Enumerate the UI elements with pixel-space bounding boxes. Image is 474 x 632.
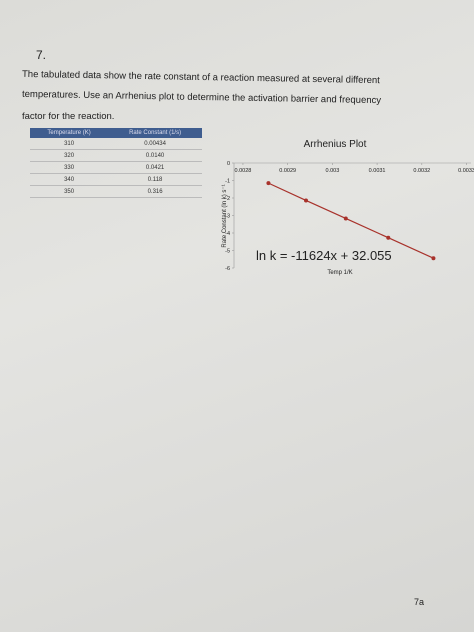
y-axis-label: Rate Constant (ln k) s⁻¹ [222,184,228,247]
table-header: Rate Constant (1/s) [108,128,202,138]
data-point [386,235,391,240]
table-cell: 0.0140 [108,149,202,162]
page-number: 7a [414,597,425,607]
x-tick-label: 0.0033 [458,168,474,174]
table-cell: 0.00434 [108,138,202,150]
table-cell: 0.0421 [108,161,202,174]
data-point [431,256,436,261]
x-axis-label: Temp 1/K [327,270,352,276]
y-tick-label: -2 [225,196,230,202]
data-point [303,198,308,203]
prompt-line: factor for the reaction. [22,111,115,122]
table-row: 340 0.118 [30,173,202,186]
y-tick-label: -4 [225,231,230,237]
x-tick-label: 0.003 [325,168,339,174]
chart-title: Arrhenius Plot [304,139,367,150]
data-table: Temperature (K) Rate Constant (1/s) 310 0… [30,128,202,198]
data-point [343,216,348,221]
x-tick-label: 0.0028 [235,168,252,174]
table-row: 310 0.00434 [30,138,202,150]
x-tick-label: 0.0029 [279,168,296,174]
y-tick-label: -5 [225,249,230,255]
x-tick-label: 0.0031 [369,168,386,174]
table-row: 320 0.0140 [30,149,202,162]
y-tick-label: 0 [227,161,230,167]
table-cell: 0.316 [108,185,202,198]
table-cell: 320 [30,149,109,162]
y-tick-label: -6 [225,266,230,272]
table-cell: 350 [30,185,109,198]
table-cell: 310 [30,138,109,150]
data-point [266,181,271,186]
table-cell: 0.118 [108,173,202,186]
table-row: 330 0.0421 [30,161,202,174]
question-number: 7. [36,48,47,62]
trend-line [268,182,434,259]
y-tick-label: -1 [225,179,230,185]
table-cell: 330 [30,161,109,174]
x-tick-label: 0.0032 [413,168,430,174]
y-tick-label: -3 [225,214,230,220]
equation: ln k = -11624x + 32.055 [256,248,392,263]
table-cell: 340 [30,173,109,186]
table-header: Temperature (K) [30,128,109,138]
table-row: 350 0.316 [30,185,202,198]
